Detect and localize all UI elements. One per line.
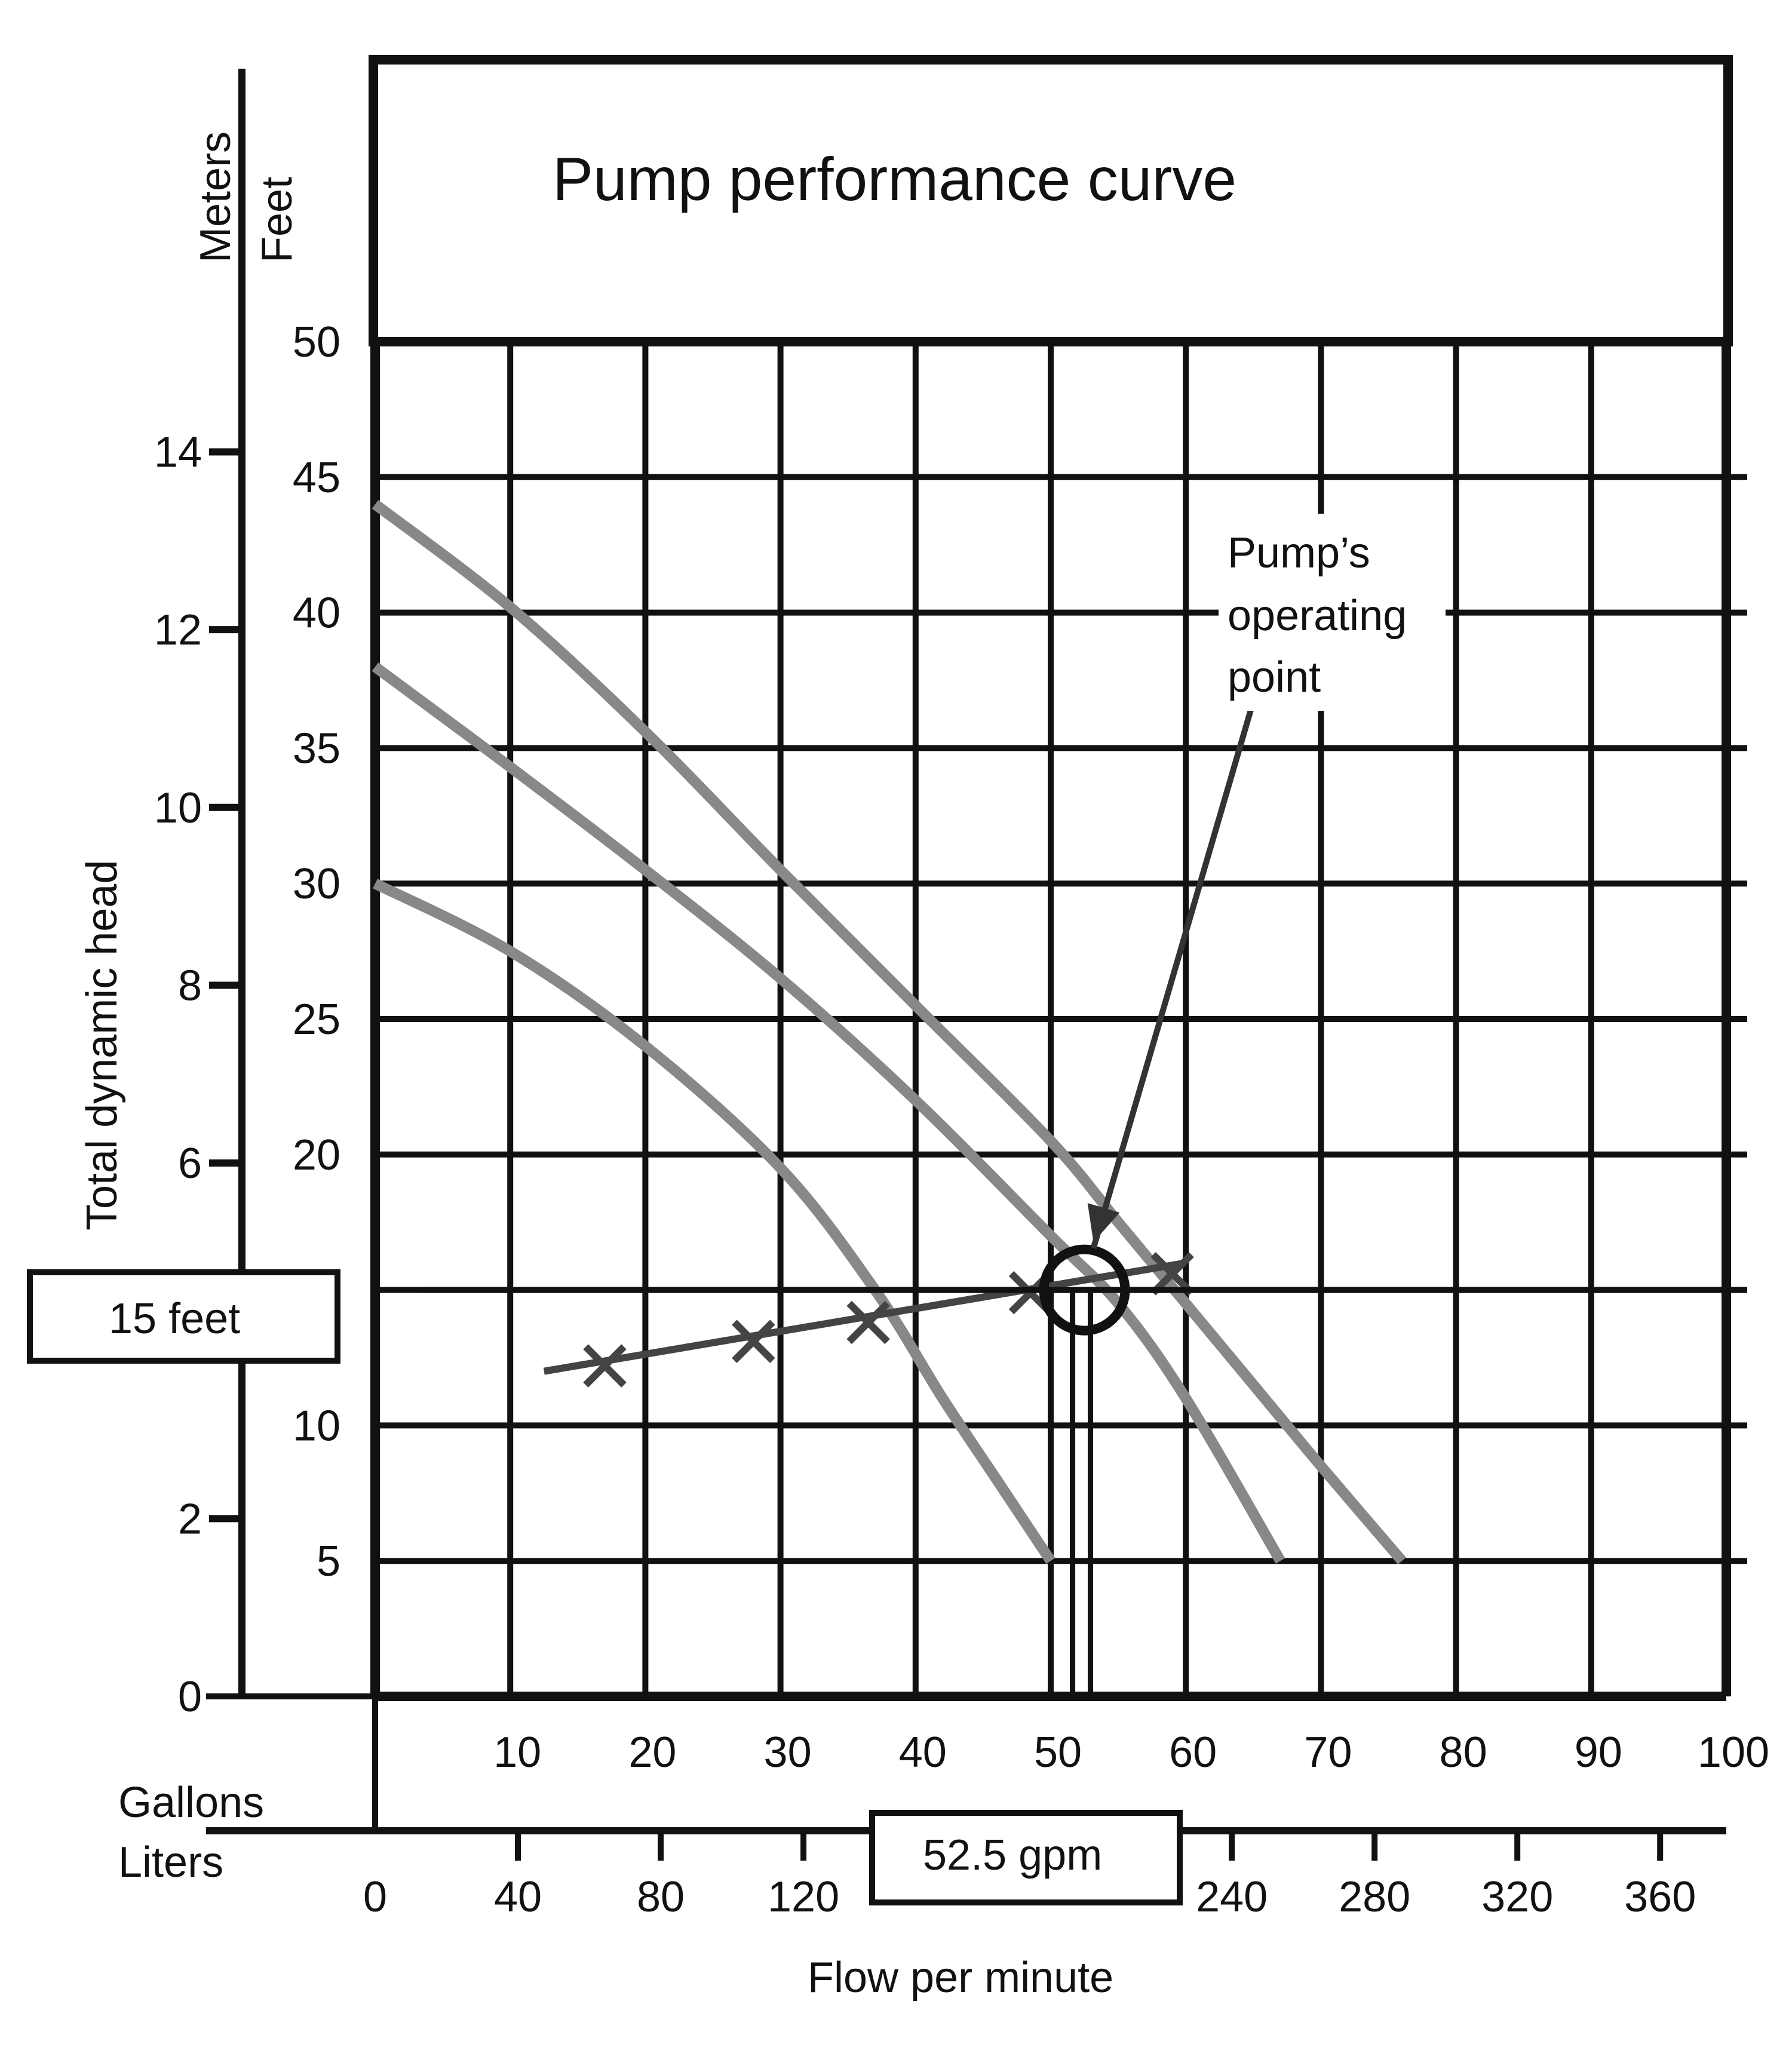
- operating-point-label-line-3: point: [1228, 653, 1321, 701]
- liters-tick-label: 360: [1624, 1873, 1696, 1921]
- operating-point-arrow-head: [1087, 1203, 1120, 1242]
- liters-tick-label: 120: [768, 1873, 839, 1921]
- feet-ticks: 5 10 20 25 30 35 40 45 50: [293, 318, 340, 1585]
- head-callout-box: [27, 1269, 340, 1364]
- gallons-tick-label: 50: [1034, 1729, 1082, 1776]
- pump-curve-line: [372, 879, 1055, 1564]
- liters-tick-label: 40: [494, 1873, 542, 1921]
- gallons-unit-label: Gallons: [118, 1779, 264, 1827]
- gallons-tick-label: 100: [1698, 1729, 1769, 1776]
- feet-unit-label: Feet: [253, 177, 301, 263]
- meters-tick-label: 14: [154, 429, 202, 477]
- meters-tick-label: 10: [154, 784, 202, 832]
- meters-tick-label: 12: [154, 606, 202, 654]
- gallons-tick-label: 20: [628, 1729, 676, 1776]
- flow-callout-text: 52.5 gpm: [923, 1831, 1102, 1879]
- liters-tick-label: 240: [1196, 1873, 1268, 1921]
- liters-tick-label: 280: [1339, 1873, 1410, 1921]
- pump-curve-line: [372, 500, 1406, 1565]
- gallons-ticks: 10 20 30 40 50 60 70 80 90 100: [493, 1729, 1769, 1776]
- feet-tick-label: 50: [293, 318, 340, 366]
- meters-tick-label: 8: [178, 962, 202, 1009]
- liters-ticks: 0 40 80 120 240 280 320 360: [363, 1831, 1696, 1921]
- operating-point-layer: [418, 707, 1747, 1696]
- liters-tick-label: 320: [1481, 1873, 1553, 1921]
- operating-point-label-line-2: operating: [1228, 592, 1407, 640]
- meters-tick-label: 2: [178, 1495, 202, 1543]
- feet-tick-label: 30: [293, 860, 340, 908]
- operating-point-marker: [1039, 1244, 1130, 1336]
- x-axis-title: Flow per minute: [808, 1954, 1113, 2002]
- system-curve-marker: [1150, 1252, 1194, 1296]
- gallons-tick-label: 30: [764, 1729, 812, 1776]
- gallons-tick-label: 70: [1304, 1729, 1352, 1776]
- meters-ticks: 0 2 6 8 10 12 14: [154, 429, 242, 1721]
- system-curve-marker: [583, 1344, 627, 1388]
- feet-tick-label: 10: [293, 1402, 340, 1450]
- liters-tick-label: 80: [637, 1873, 685, 1921]
- feet-tick-label: 40: [293, 590, 340, 637]
- system-curve-marker: [846, 1300, 890, 1345]
- liters-unit-label: Liters: [118, 1839, 223, 1886]
- head-callout-text: 15 feet: [109, 1295, 240, 1343]
- pump-curve-line: [372, 662, 1285, 1564]
- chart-title: Pump performance curve: [553, 145, 1236, 213]
- feet-tick-label: 25: [293, 996, 340, 1044]
- meters-tick-label: 6: [178, 1140, 202, 1187]
- operating-point-arrow-shaft: [1090, 707, 1254, 1250]
- feet-tick-label: 35: [293, 725, 340, 772]
- meters-unit-label: Meters: [192, 131, 240, 263]
- liters-tick-label: 0: [363, 1873, 387, 1921]
- operating-point-label-line-1: Pump’s: [1228, 529, 1370, 577]
- gallons-tick-label: 60: [1169, 1729, 1217, 1776]
- series-layer: [372, 500, 1406, 1565]
- system-curve-marker: [732, 1319, 775, 1364]
- grid: [375, 342, 1747, 1696]
- feet-tick-label: 20: [293, 1131, 340, 1179]
- gallons-tick-label: 10: [493, 1729, 541, 1776]
- y-axis-title: Total dynamic head: [78, 860, 126, 1230]
- gallons-tick-label: 80: [1440, 1729, 1487, 1776]
- feet-tick-label: 45: [293, 454, 340, 502]
- operating-point-label-bg: [1219, 514, 1446, 711]
- feet-tick-label: 5: [317, 1538, 340, 1585]
- meters-tick-label: 0: [178, 1673, 202, 1721]
- gallons-tick-label: 90: [1575, 1729, 1622, 1776]
- flow-callout-box: [869, 1810, 1183, 1905]
- gallons-tick-label: 40: [899, 1729, 947, 1776]
